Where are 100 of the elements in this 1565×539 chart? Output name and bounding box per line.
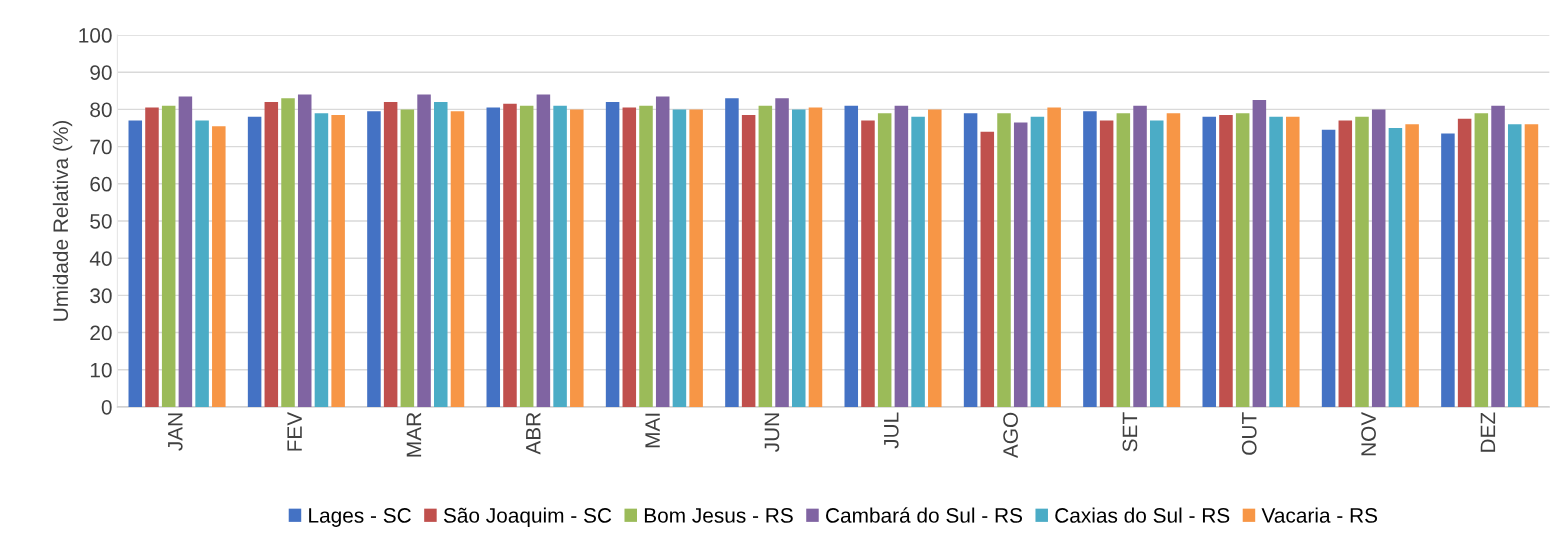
bar [1235, 113, 1250, 407]
y-tick-label: 100 [79, 28, 112, 43]
bar [1202, 116, 1217, 407]
bar [622, 107, 637, 407]
bar [963, 113, 978, 407]
bar [1388, 128, 1403, 407]
bar [553, 105, 567, 407]
bar [1013, 122, 1028, 407]
bar [1441, 133, 1455, 407]
bar [861, 120, 875, 407]
bar [297, 94, 312, 407]
bar [1286, 116, 1300, 407]
bar [605, 101, 620, 407]
y-tick-label: 70 [90, 139, 112, 155]
bar [417, 94, 431, 407]
x-tick-label: NOV [1361, 411, 1376, 456]
bar [212, 126, 226, 407]
bar [1338, 120, 1353, 407]
bar [450, 111, 465, 407]
bar [195, 120, 209, 407]
bar [911, 116, 925, 407]
bar [775, 98, 789, 407]
y-tick-label: 60 [90, 176, 112, 192]
bar [725, 98, 739, 407]
bar [281, 98, 295, 407]
bar [1355, 116, 1369, 407]
legend-label: Cambará do Sul - RS [826, 507, 1023, 523]
y-tick-label: 50 [90, 213, 112, 229]
y-tick-label: 40 [89, 251, 112, 266]
x-tick-label: SET [1122, 412, 1138, 452]
bar [877, 113, 892, 407]
bar [1133, 105, 1147, 407]
bar [145, 107, 159, 407]
bar [314, 113, 329, 407]
x-tick-label: OUT [1241, 412, 1257, 455]
x-tick-label: JUN [764, 413, 780, 452]
bar [741, 115, 756, 407]
bar [1321, 129, 1336, 407]
bar [1507, 124, 1522, 407]
x-tick-label: JAN [168, 413, 183, 451]
bar [808, 107, 823, 407]
legend-label: Lages - SC [309, 508, 411, 527]
bar [655, 96, 670, 407]
bar [1371, 109, 1386, 407]
bar [570, 109, 584, 407]
bar [1457, 118, 1472, 407]
bar [536, 94, 551, 407]
legend-label: Bom Jesus - RS [644, 508, 793, 523]
y-tick-label: 0 [101, 399, 112, 415]
bar [1030, 116, 1045, 407]
y-tick-label: 30 [90, 288, 112, 304]
bar [178, 96, 193, 407]
bar [1491, 105, 1505, 407]
legend-label: Caxias do Sul - RS [1055, 507, 1230, 523]
bar [1252, 100, 1267, 407]
bar [1269, 116, 1283, 407]
x-tick-label: MAR [406, 412, 422, 457]
bar [928, 109, 942, 407]
bar [689, 109, 703, 407]
legend-label: São Joaquim - SC [443, 507, 612, 527]
y-tick-label: 10 [90, 362, 112, 378]
bar [367, 111, 381, 407]
y-tick-label: 90 [90, 65, 112, 80]
bar [1166, 113, 1181, 407]
bar [1474, 113, 1489, 407]
x-tick-label: AGO [1003, 412, 1018, 459]
bar [1149, 120, 1164, 407]
x-tick-label: FEV [287, 411, 302, 451]
bar [161, 105, 176, 407]
y-axis-title: Umidade Relativa (%) [52, 120, 73, 321]
bar [128, 120, 143, 407]
x-tick-label: DEZ [1480, 412, 1496, 452]
bar [639, 105, 653, 407]
bar [331, 115, 345, 407]
y-tick-label: 20 [90, 325, 112, 341]
bar [758, 105, 773, 407]
bar [383, 101, 398, 407]
bar [894, 105, 909, 407]
x-tick-label: JUL [884, 412, 899, 449]
bar [486, 107, 501, 407]
bar [844, 105, 859, 407]
bar [1083, 111, 1097, 407]
bar [1116, 113, 1131, 407]
bar [264, 101, 279, 407]
bar [791, 109, 806, 407]
y-tick-label: 80 [90, 102, 112, 118]
x-tick-label: ABR [526, 412, 541, 455]
legend-label: Vacaria - RS [1261, 507, 1378, 523]
bar [519, 105, 534, 407]
bar [980, 131, 995, 407]
bar [1047, 107, 1061, 407]
bar [1405, 124, 1419, 407]
bar [1524, 124, 1539, 407]
bar [400, 109, 415, 407]
bar [434, 101, 448, 407]
x-tick-label: MAI [645, 413, 660, 448]
bar [247, 116, 262, 407]
bar [1099, 120, 1114, 407]
bar [997, 113, 1011, 407]
bar [1219, 115, 1233, 407]
